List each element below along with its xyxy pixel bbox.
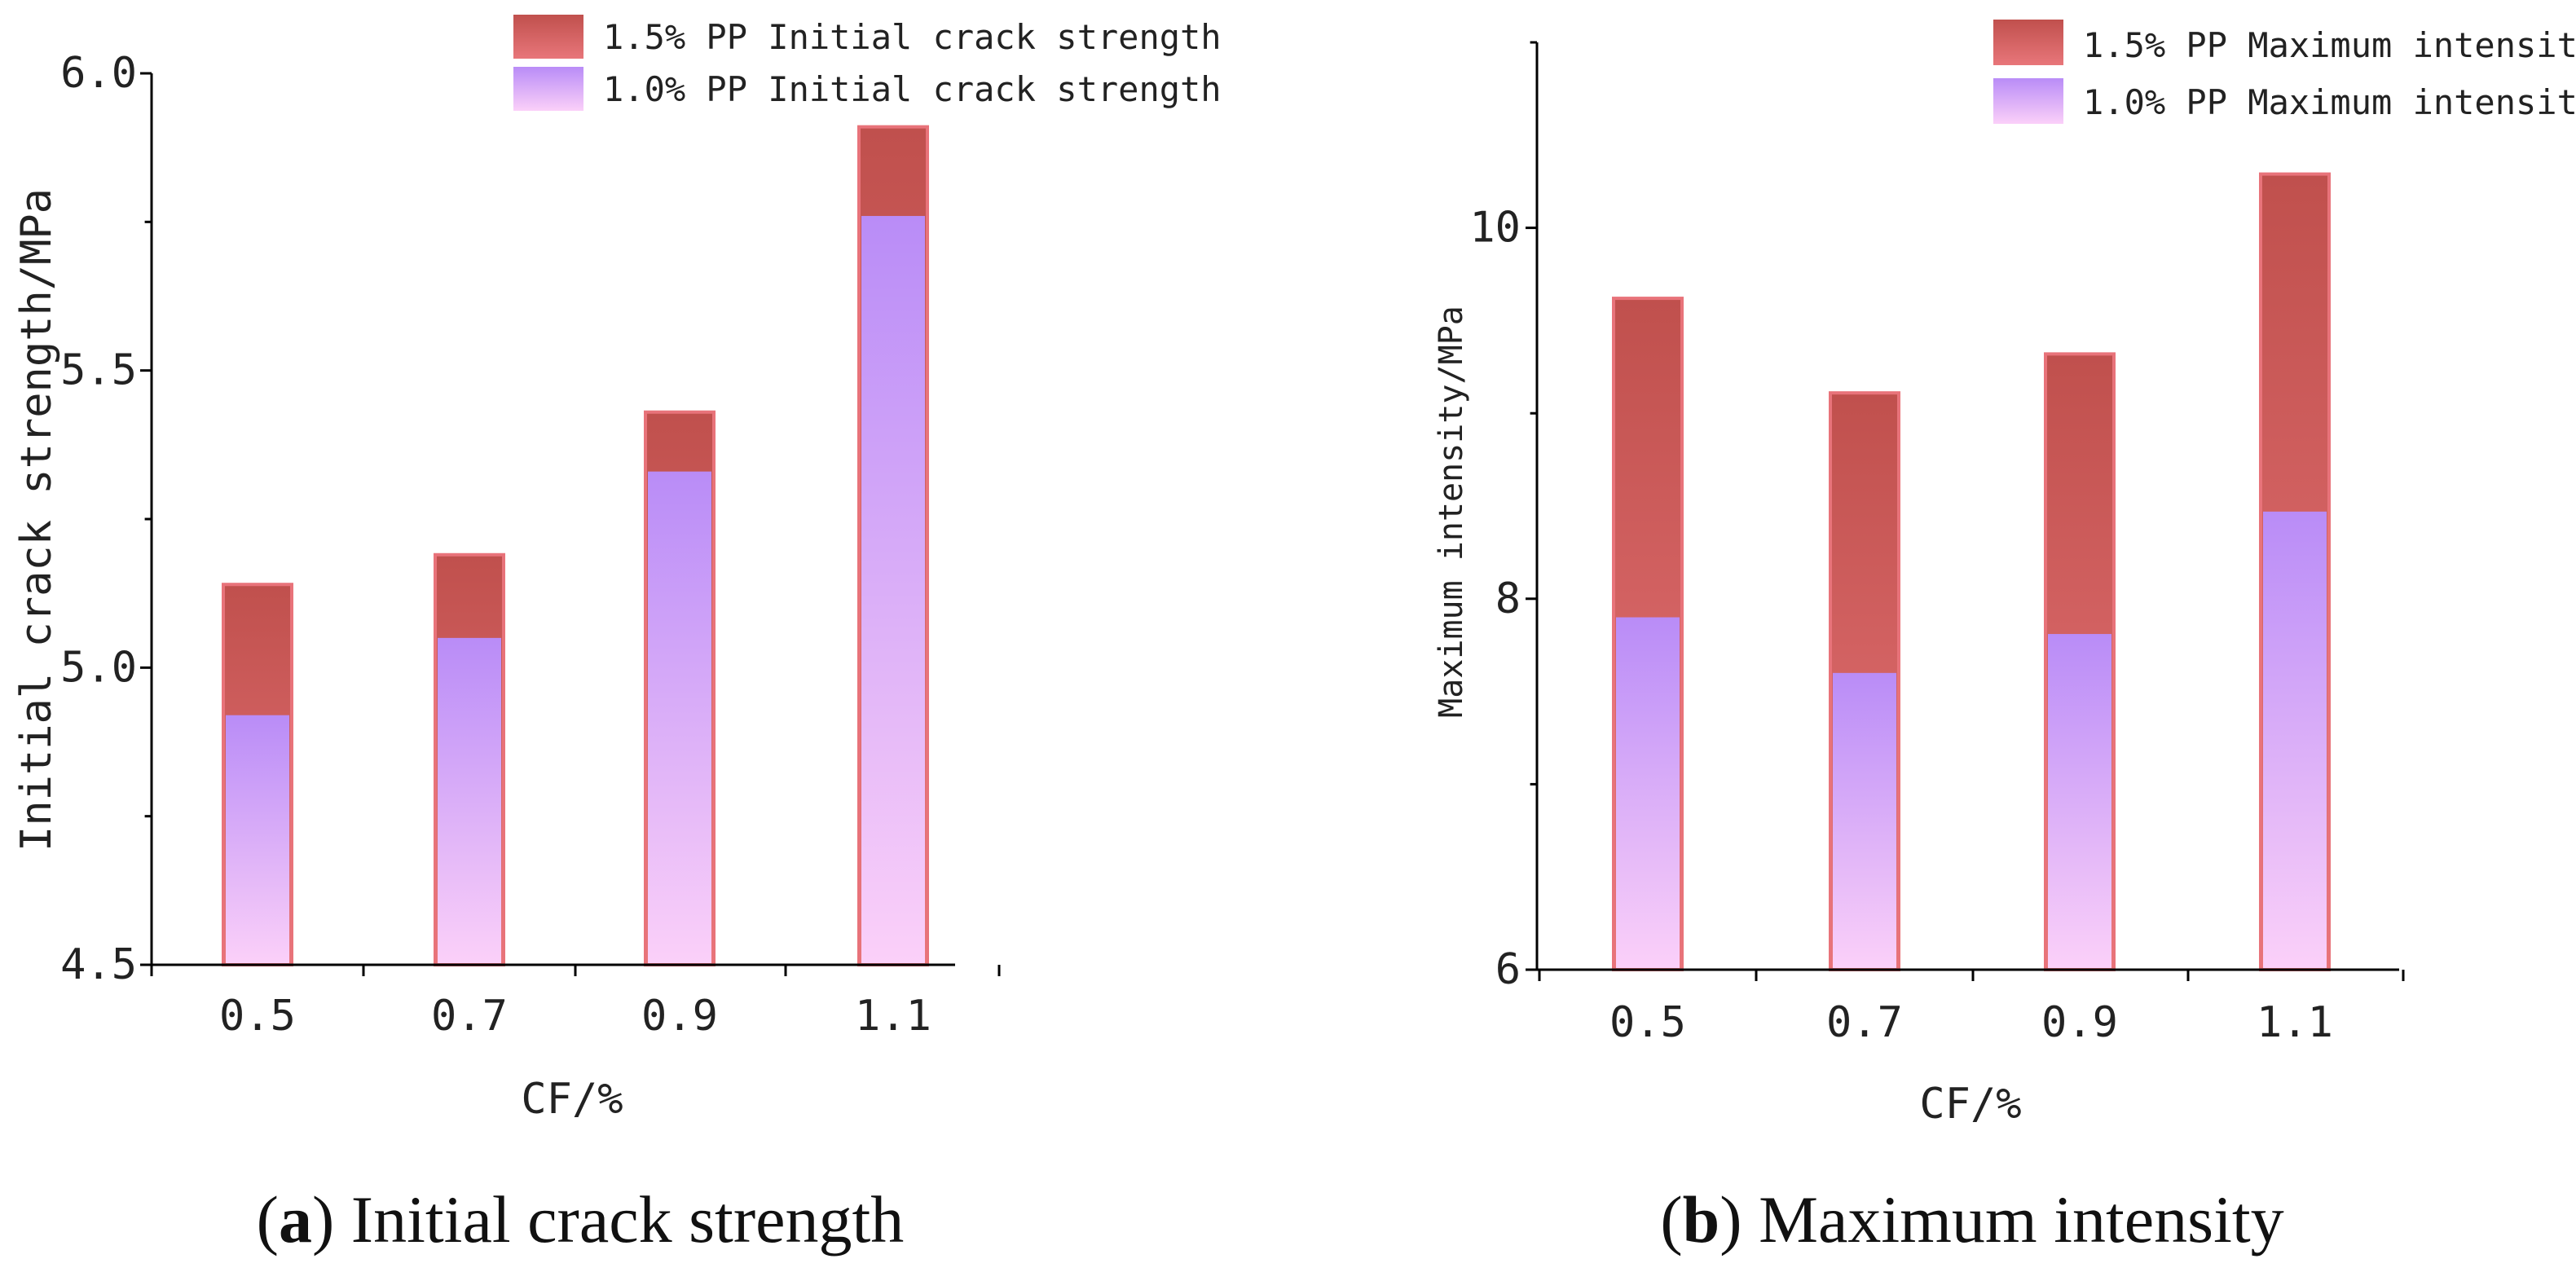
panel-b-y-tick-label: 6 [1495, 945, 1521, 994]
panel-a-legend: 1.5% PP Initial crack strength 1.0% PP I… [513, 15, 1222, 111]
panel-b-x-tick-label: 0.7 [1826, 998, 1903, 1047]
panel-b-y-tick-label: 8 [1495, 574, 1521, 623]
panel-a-bar-pp10-0.9 [648, 471, 711, 963]
panel-a-x-tick-label: 1.1 [855, 992, 931, 1041]
panel-a-y-tick-label: 6.0 [60, 49, 137, 98]
panel-a-legend-label-1: 1.5% PP Initial crack strength [603, 17, 1222, 57]
panel-a-y-axis-title: Initial crack strength/MPa [12, 188, 61, 852]
panel-b-y-tick-label: 10 [1469, 204, 1521, 253]
panel-a-x-tick-label: 0.7 [431, 992, 508, 1041]
panel-a-y-tick-label: 5.5 [60, 346, 137, 395]
panel-b-legend-label-2: 1.0% PP Maximum intensity [2083, 82, 2576, 122]
panel-b-bar-pp10-1.1 [2263, 511, 2327, 968]
panel-a-bar-pp10-0.5 [226, 715, 289, 963]
caption-b: (b) Maximum intensity [1660, 1182, 2283, 1257]
caption-a: (a) Initial crack strength [257, 1182, 905, 1257]
panel-b-y-ticks: 6 8 10 [1469, 41, 1537, 994]
panel-a-legend-swatch-2 [513, 67, 583, 111]
panel-a-legend-label-2: 1.0% PP Initial crack strength [603, 69, 1222, 109]
panel-a-x-ticks: 0.5 0.7 0.9 1.1 [150, 965, 1001, 1041]
panel-b-x-tick-label: 0.5 [1609, 998, 1686, 1047]
panel-a: 1.5% PP Initial crack strength 1.0% PP I… [12, 15, 1222, 1124]
panel-a-bars [222, 125, 929, 967]
panel-b-x-axis-title: CF/% [1919, 1080, 2021, 1129]
panel-b-bar-pp10-0.9 [2048, 634, 2111, 968]
panel-a-y-ticks: 4.5 5.0 5.5 6.0 [60, 49, 152, 989]
caption-b-text: Maximum intensity [1759, 1182, 2284, 1257]
caption-a-letter: a [279, 1182, 312, 1257]
panel-b-legend: 1.5% PP Maximum intensity 1.0% PP Maximu… [1993, 20, 2576, 124]
panel-a-bar-pp10-0.7 [438, 637, 501, 963]
panel-a-x-axis-title: CF/% [521, 1075, 623, 1124]
panel-a-bar-pp10-1.1 [861, 216, 925, 963]
panel-b-bar-pp10-0.7 [1833, 672, 1896, 968]
panel-a-x-tick-label: 0.5 [219, 992, 296, 1041]
panel-a-y-tick-label: 5.0 [60, 643, 137, 692]
panel-b-x-tick-label: 1.1 [2257, 998, 2333, 1047]
panel-b-legend-label-1: 1.5% PP Maximum intensity [2083, 25, 2576, 65]
caption-b-letter: b [1683, 1182, 1720, 1257]
caption-a-text: Initial crack strength [351, 1182, 905, 1257]
panel-b-legend-swatch-1 [1993, 20, 2063, 65]
panel-b-bars [1612, 172, 2331, 972]
panel-b-x-ticks: 0.5 0.7 0.9 1.1 [1538, 970, 2405, 1047]
panel-b-bar-pp10-0.5 [1616, 617, 1680, 968]
panel-b-legend-swatch-2 [1993, 78, 2063, 124]
panel-b-x-tick-label: 0.9 [2041, 998, 2118, 1047]
panel-a-y-tick-label: 4.5 [60, 940, 137, 989]
panel-a-legend-swatch-1 [513, 15, 583, 59]
panel-b: 1.5% PP Maximum intensity 1.0% PP Maximu… [1433, 20, 2576, 1129]
panel-b-y-axis-title: Maximum intensity/MPa [1433, 306, 1470, 718]
panel-a-x-tick-label: 0.9 [641, 992, 718, 1041]
